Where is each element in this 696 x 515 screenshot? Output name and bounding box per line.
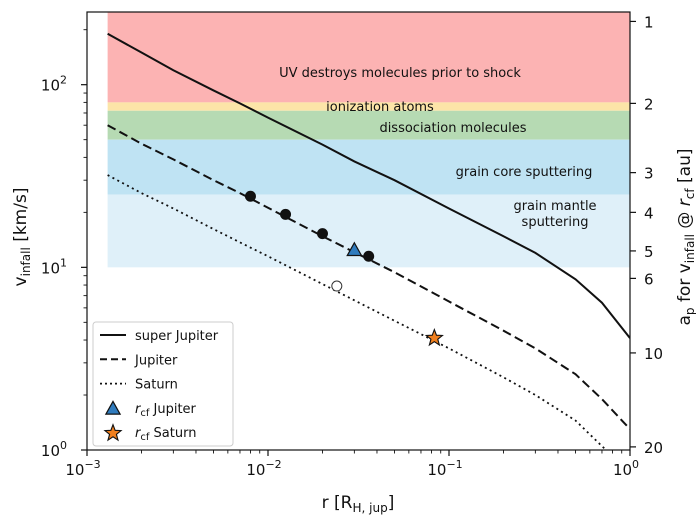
x-tick-base-0: 10 xyxy=(65,461,84,479)
y-tick-base-1: 10 xyxy=(41,259,60,277)
legend-label-0: super Jupiter xyxy=(135,329,219,344)
x-tick-exp-1: −2 xyxy=(265,458,281,471)
band-0 xyxy=(107,12,630,103)
band-label-0: UV destroys molecules prior to shock xyxy=(279,66,521,81)
legend-marker-3 xyxy=(104,400,122,415)
legend-label-sub-4: cf xyxy=(140,432,149,443)
y2-tick-label-2: 3 xyxy=(644,165,654,183)
x-tick-exp-0: −3 xyxy=(84,458,100,471)
x-tick-base-3: 10 xyxy=(613,461,632,479)
marker-circle-0 xyxy=(244,190,256,202)
x-tick-base-1: 10 xyxy=(246,461,265,479)
y2-tick-label-3: 4 xyxy=(644,204,654,222)
y2-tick-label-0: 1 xyxy=(644,13,654,31)
legend-marker-4 xyxy=(103,423,123,442)
band-label-2: dissociation molecules xyxy=(379,121,526,136)
markers-layer xyxy=(244,190,444,347)
x-tick-exp-2: −1 xyxy=(446,458,462,471)
y-tick-exp-2: 2 xyxy=(60,74,67,87)
y-tick-label-0: 100 xyxy=(41,439,67,460)
marker-circle-4 xyxy=(331,280,343,292)
y2-tick-label-6: 10 xyxy=(644,345,663,363)
x-tick-label-1: 10−2 xyxy=(246,458,281,479)
plot-frame xyxy=(86,11,631,451)
marker-circle-2 xyxy=(316,228,328,240)
band-1 xyxy=(107,102,630,111)
bands-layer: UV destroys molecules prior to shock ioni… xyxy=(107,12,630,268)
x-tick-label-0: 10−3 xyxy=(65,458,100,479)
legend-label-italic-3: r xyxy=(135,402,142,417)
legend-label-rest-3: Jupiter xyxy=(149,402,196,417)
x-tick-label-2: 10−1 xyxy=(427,458,462,479)
legend-box xyxy=(92,321,234,447)
series-line-saturn xyxy=(107,174,608,450)
y-tick-base-2: 10 xyxy=(41,77,60,95)
legend-label-2: Saturn xyxy=(135,378,178,393)
band-label-1: ionization atoms xyxy=(326,100,434,115)
marker-star-6 xyxy=(424,328,444,347)
svg-text:r [RH, jup]: r [RH, jup] xyxy=(322,493,395,515)
x-tick-base-2: 10 xyxy=(427,461,446,479)
marker-triangle-5 xyxy=(346,241,363,257)
x-axis-label: r [RH, jup] xyxy=(322,493,395,515)
svg-text:vinfall [km/s]: vinfall [km/s] xyxy=(11,188,33,287)
y-tick-label-1: 101 xyxy=(41,256,67,277)
y-tick-exp-1: 1 xyxy=(60,256,67,269)
y2-tick-label-1: 2 xyxy=(644,95,654,113)
band-label-4-line-1: sputtering xyxy=(522,215,589,230)
series-line-super-jupiter xyxy=(107,32,630,339)
legend-label-rest-4: Saturn xyxy=(149,426,196,441)
y-tick-base-0: 10 xyxy=(41,442,60,460)
y2-tick-label-5: 6 xyxy=(644,270,654,288)
legend-label-4: rcf Saturn xyxy=(135,426,196,443)
y2-tick-label-4: 5 xyxy=(644,243,654,261)
band-label-3: grain core sputtering xyxy=(456,165,593,180)
legend-label-3: rcf Jupiter xyxy=(135,402,197,419)
svg-text:ap for vinfall @ rcf [au]: ap for vinfall @ rcf [au] xyxy=(675,149,696,326)
band-label-4-line-0: grain mantle xyxy=(513,199,596,214)
marker-circle-3 xyxy=(363,250,375,262)
band-label-4: grain mantle sputtering xyxy=(513,199,596,230)
legend-label-sub-3: cf xyxy=(140,408,149,419)
y-tick-label-2: 102 xyxy=(41,74,67,95)
y-tick-exp-0: 0 xyxy=(60,439,67,452)
x-tick-label-3: 100 xyxy=(613,458,639,479)
band-2 xyxy=(107,110,630,140)
y2-tick-label-7: 20 xyxy=(644,439,663,457)
legend-label-1: Jupiter xyxy=(134,353,178,368)
y-axis-label: vinfall [km/s] xyxy=(11,188,33,287)
x-tick-exp-3: 0 xyxy=(632,458,639,471)
y2-axis-label: ap for vinfall @ rcf [au] xyxy=(675,149,696,326)
marker-circle-1 xyxy=(280,208,292,220)
legend-label-italic-4: r xyxy=(135,426,142,441)
